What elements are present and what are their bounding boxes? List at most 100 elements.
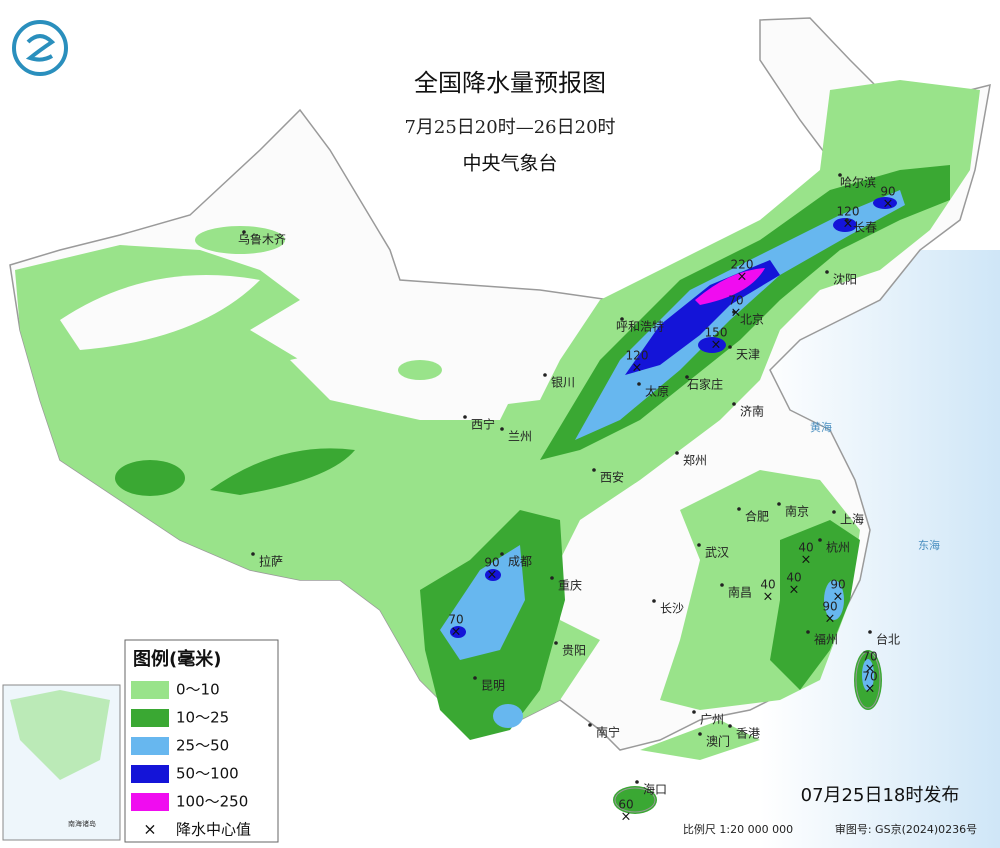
city-dot (554, 641, 558, 645)
rain-100-250 (695, 268, 765, 305)
city-dot (637, 382, 641, 386)
city-dot (473, 676, 477, 680)
hainan-outline (614, 787, 656, 813)
legend-label: 10～25 (176, 709, 229, 727)
rain-area (398, 360, 442, 380)
rain-area (833, 218, 857, 232)
city-label: 合肥 (745, 509, 769, 524)
city-dot (685, 375, 689, 379)
rain-center-mark: × (621, 810, 632, 825)
rain-center-mark: × (451, 625, 462, 640)
city-dot (652, 599, 656, 603)
rain-center-mark: × (789, 583, 800, 598)
city-label: 南京 (785, 504, 809, 519)
city-dot (818, 538, 822, 542)
city-dot (845, 218, 849, 222)
rain-center-mark: × (632, 361, 643, 376)
rain-center-value: 220 (731, 258, 754, 272)
sea-label: 黄海 (810, 420, 832, 434)
rain-area (613, 786, 657, 814)
city-dot (543, 373, 547, 377)
legend-label: 0～10 (176, 681, 220, 699)
legend-label: 50～100 (176, 765, 239, 783)
city-dot (728, 345, 732, 349)
legend-swatch (131, 681, 169, 699)
rain-center-value: 90 (822, 600, 837, 614)
dry-area (290, 340, 520, 420)
rain-center-value: 70 (728, 294, 743, 308)
inset-land (10, 690, 110, 780)
rain-center-value: 90 (880, 185, 895, 199)
taiwan-outline (855, 651, 881, 709)
rain-area (862, 659, 874, 691)
city-dot (463, 415, 467, 419)
dry-area (60, 275, 260, 350)
rain-center-value: 70 (862, 670, 877, 684)
city-dot (251, 552, 255, 556)
city-dot (620, 317, 624, 321)
city-dot (732, 402, 736, 406)
city-dot (737, 507, 741, 511)
city-dot (732, 310, 736, 314)
city-dot (868, 630, 872, 634)
rain-area (15, 80, 980, 730)
city-label: 呼和浩特 (616, 319, 664, 334)
city-label: 太原 (645, 384, 669, 399)
title: 全国降水量预报图 (414, 69, 606, 97)
city-label: 成都 (508, 555, 532, 569)
period: 7月25日20时—26日20时 (404, 117, 615, 138)
city-label: 长沙 (660, 602, 684, 616)
city-label: 石家庄 (687, 377, 723, 392)
rain-area (115, 460, 185, 496)
city-dot (825, 270, 829, 274)
city-label: 南宁 (596, 725, 620, 740)
city-dot (777, 502, 781, 506)
city-dot (500, 427, 504, 431)
city-dot (838, 173, 842, 177)
rain-center-mark: × (865, 662, 876, 677)
rain-center-mark: × (883, 197, 894, 212)
city-label: 重庆 (558, 579, 582, 593)
city-label: 兰州 (508, 430, 532, 444)
city-label: 西宁 (471, 417, 495, 432)
city-label: 西安 (600, 470, 624, 485)
approval: 审图号: GS京(2024)0236号 (835, 822, 977, 836)
rain-center-value: 70 (862, 650, 877, 664)
legend-label: 100～250 (176, 793, 248, 811)
city-label: 武汉 (705, 546, 729, 560)
rain-area (450, 626, 466, 638)
inset-label: 南海诸岛 (68, 819, 96, 828)
city-dot (592, 468, 596, 472)
city-label: 澳门 (706, 734, 730, 749)
rain-center-value: 70 (448, 613, 463, 627)
rain-center-value: 150 (705, 326, 728, 340)
city-dot (692, 710, 696, 714)
release-time: 07月25日18时发布 (801, 785, 960, 806)
city-dot (588, 723, 592, 727)
city-label: 贵阳 (562, 644, 586, 658)
city-label: 银川 (551, 376, 575, 390)
rain-center-value: 120 (837, 205, 860, 219)
rain-area (195, 226, 285, 254)
city-dot (832, 510, 836, 514)
legend-label: 降水中心值 (176, 821, 251, 839)
city-label: 上海 (840, 512, 864, 527)
rain-center-mark: × (801, 553, 812, 568)
city-label: 拉萨 (259, 554, 283, 569)
city-dot (806, 630, 810, 634)
city-label: 哈尔滨 (840, 175, 876, 190)
rain-center-mark: × (763, 590, 774, 605)
issuer: 中央气象台 (462, 153, 557, 175)
rain-center-mark: × (833, 590, 844, 605)
city-label: 沈阳 (833, 272, 857, 287)
legend-symbol: × (143, 820, 156, 839)
rain-area (698, 337, 726, 353)
city-dot (698, 732, 702, 736)
rain-center-mark: × (865, 682, 876, 697)
rain-area (493, 704, 523, 728)
legend-swatch (131, 737, 169, 755)
inset: 南海诸岛 (2, 684, 121, 841)
rain-area (575, 190, 905, 440)
sea-label: 东海 (918, 538, 940, 552)
